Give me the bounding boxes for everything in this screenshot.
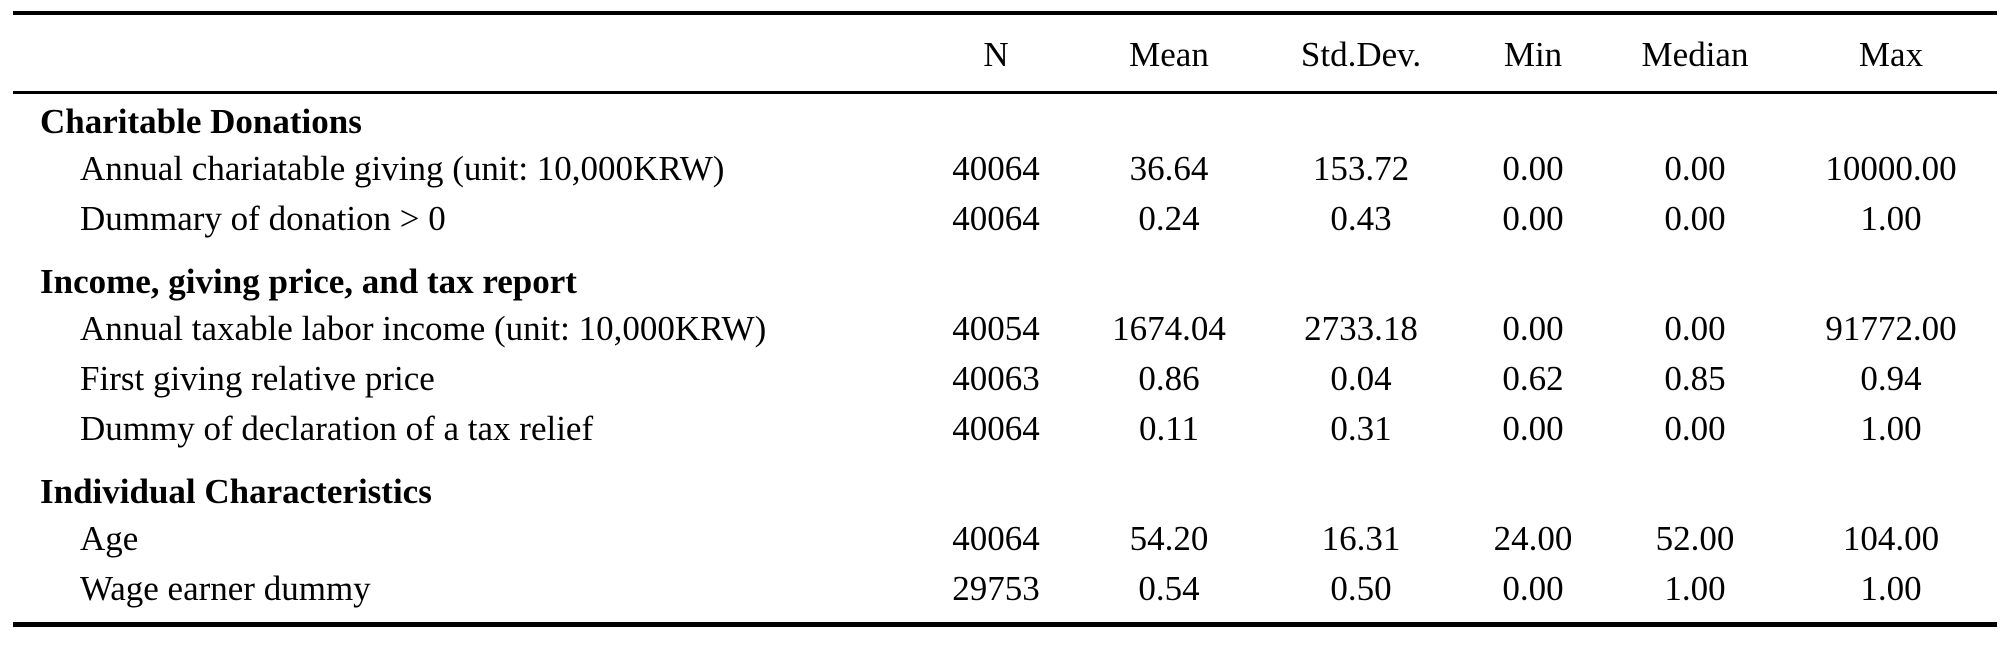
cell-min: 0.00 [1502, 199, 1564, 238]
row-label: Dummary of donation > 0 [80, 199, 446, 238]
col-header-std-dev: Std.Dev. [1300, 35, 1422, 74]
cell-min: 0.00 [1502, 569, 1564, 608]
cell-max: 1.00 [1860, 569, 1922, 608]
cell-mean: 1674.04 [1112, 309, 1226, 348]
table-row: Annual taxable labor income (unit: 10,00… [13, 304, 1997, 354]
cell-std-dev: 2733.18 [1304, 309, 1418, 348]
cell-n: 40064 [952, 199, 1040, 238]
cell-n: 40064 [952, 409, 1040, 448]
section-title: Income, giving price, and tax report [40, 262, 577, 301]
cell-mean: 0.24 [1138, 199, 1200, 238]
cell-std-dev: 153.72 [1312, 149, 1410, 188]
row-label: First giving relative price [80, 359, 435, 398]
table-row: Dummy of declaration of a tax relief 400… [13, 404, 1997, 454]
cell-n: 40063 [952, 359, 1040, 398]
cell-std-dev: 0.50 [1330, 569, 1392, 608]
top-rule [13, 11, 1997, 15]
cell-min: 0.62 [1502, 359, 1564, 398]
section-heading: Charitable Donations [13, 94, 1997, 144]
cell-mean: 54.20 [1129, 519, 1209, 558]
cell-median: 1.00 [1664, 569, 1726, 608]
section-heading: Income, giving price, and tax report [13, 254, 1997, 304]
cell-n: 40054 [952, 309, 1040, 348]
table-row: First giving relative price 40063 0.86 0… [13, 354, 1997, 404]
cell-max: 10000.00 [1825, 149, 1957, 188]
table-row: Annual chariatable giving (unit: 10,000K… [13, 144, 1997, 194]
cell-median: 0.00 [1664, 409, 1726, 448]
cell-mean: 0.54 [1138, 569, 1200, 608]
row-label: Annual taxable labor income (unit: 10,00… [80, 309, 767, 348]
cell-max: 91772.00 [1825, 309, 1957, 348]
cell-median: 0.00 [1664, 149, 1726, 188]
row-label: Dummy of declaration of a tax relief [80, 409, 594, 448]
cell-mean: 0.86 [1138, 359, 1200, 398]
row-label: Age [80, 519, 139, 558]
col-header-max: Max [1858, 35, 1924, 74]
cell-std-dev: 0.43 [1330, 199, 1392, 238]
header-row: N Mean Std.Dev. Min Median Max [13, 15, 1997, 91]
cell-mean: 0.11 [1139, 409, 1199, 448]
row-label: Annual chariatable giving (unit: 10,000K… [80, 149, 725, 188]
cell-n: 40064 [952, 149, 1040, 188]
cell-min: 0.00 [1502, 309, 1564, 348]
col-header-median: Median [1641, 35, 1749, 74]
cell-median: 0.00 [1664, 199, 1726, 238]
col-header-min: Min [1503, 35, 1563, 74]
table-row: Dummary of donation > 0 40064 0.24 0.43 … [13, 194, 1997, 244]
cell-median: 0.00 [1664, 309, 1726, 348]
cell-min: 24.00 [1493, 519, 1573, 558]
summary-statistics-table: N Mean Std.Dev. Min Median Max Charitabl… [13, 11, 1997, 627]
cell-median: 0.85 [1664, 359, 1726, 398]
header-rule [13, 91, 1997, 94]
section-heading: Individual Characteristics [13, 464, 1997, 514]
table-row: Wage earner dummy 29753 0.54 0.50 0.00 1… [13, 564, 1997, 614]
cell-std-dev: 16.31 [1321, 519, 1401, 558]
cell-std-dev: 0.04 [1330, 359, 1392, 398]
cell-max: 104.00 [1842, 519, 1940, 558]
cell-mean: 36.64 [1129, 149, 1209, 188]
cell-n: 40064 [952, 519, 1040, 558]
cell-median: 52.00 [1655, 519, 1735, 558]
bottom-rule [13, 622, 1997, 627]
cell-min: 0.00 [1502, 149, 1564, 188]
cell-min: 0.00 [1502, 409, 1564, 448]
cell-max: 1.00 [1860, 199, 1922, 238]
col-header-mean: Mean [1129, 35, 1209, 74]
cell-n: 29753 [952, 569, 1040, 608]
cell-max: 0.94 [1860, 359, 1922, 398]
section-title: Charitable Donations [40, 102, 362, 141]
table-row: Age 40064 54.20 16.31 24.00 52.00 104.00 [13, 514, 1997, 564]
row-label: Wage earner dummy [80, 569, 371, 608]
cell-max: 1.00 [1860, 409, 1922, 448]
section-title: Individual Characteristics [40, 472, 432, 511]
col-header-n: N [983, 35, 1009, 74]
cell-std-dev: 0.31 [1330, 409, 1392, 448]
